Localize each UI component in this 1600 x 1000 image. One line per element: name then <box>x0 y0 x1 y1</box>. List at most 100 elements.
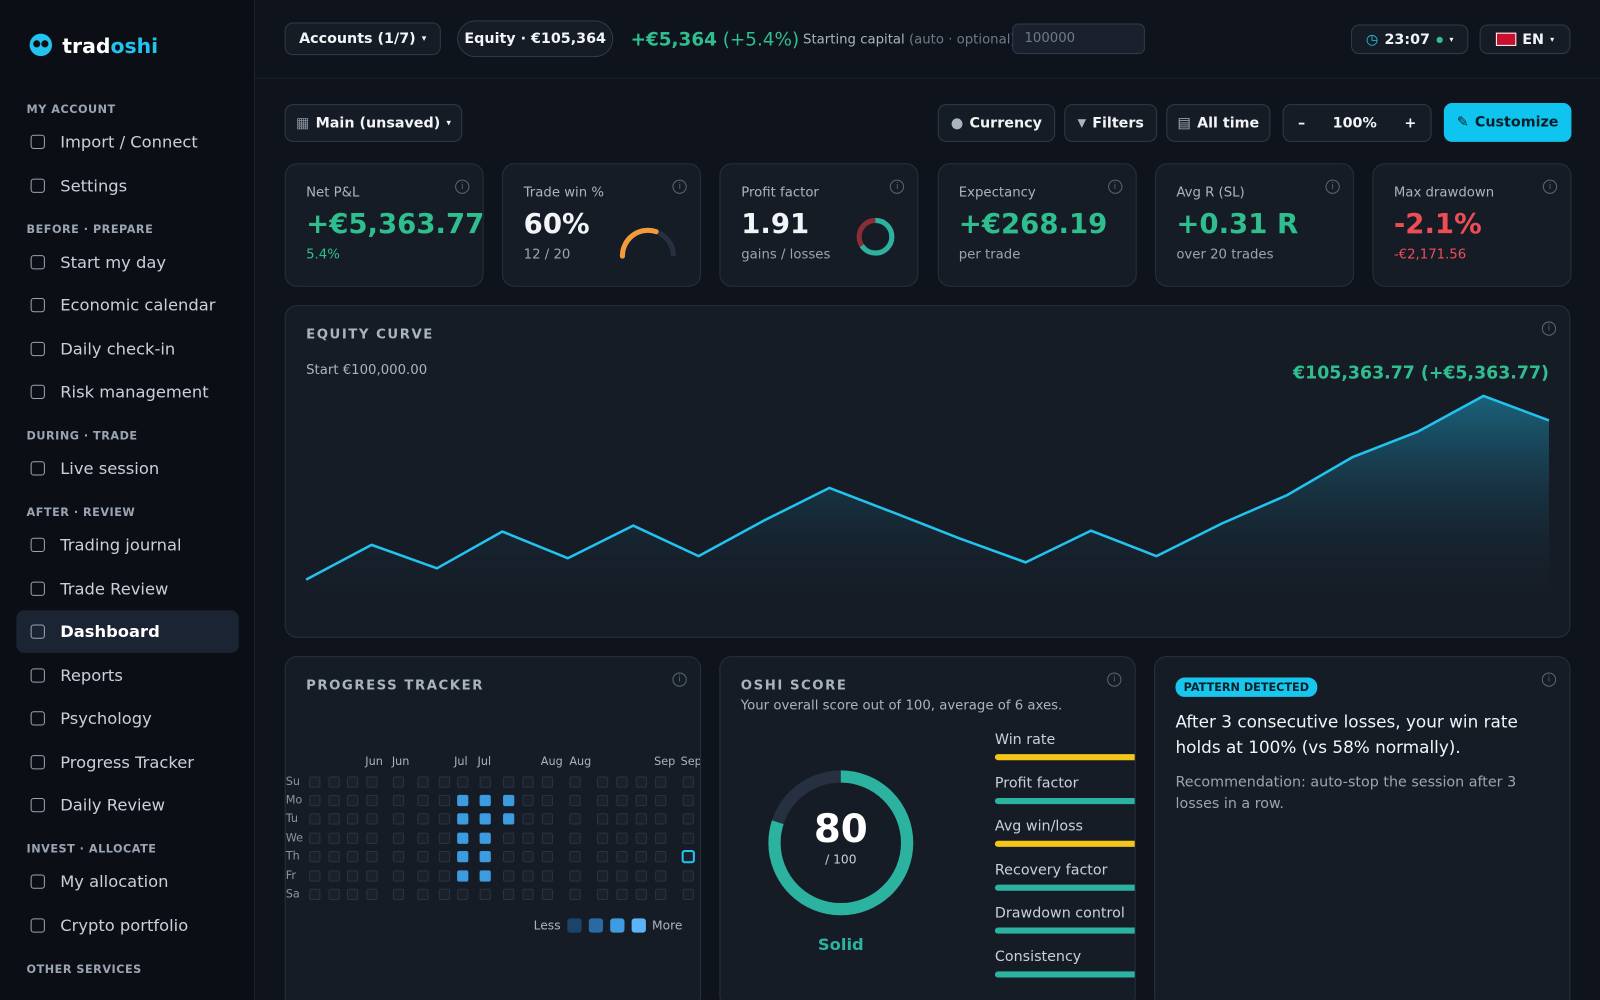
heat-cell <box>417 851 429 863</box>
nav-item[interactable]: Dashboard <box>60 621 160 642</box>
nav-item[interactable]: Import / Connect <box>60 132 198 152</box>
kpi-value: +€5,363.77 <box>306 208 485 241</box>
nav-item[interactable]: Crypto portfolio <box>60 915 189 935</box>
nav-icon <box>30 178 45 193</box>
pnl: +€5,364 <box>630 29 717 51</box>
kpi-sub: over 20 trades <box>1176 247 1274 263</box>
nav-item[interactable]: Live session <box>60 458 160 479</box>
kpi-label: Profit factor <box>741 185 819 201</box>
time: 23:07 <box>1384 31 1430 48</box>
pnl-pct: (+5.4%) <box>722 29 800 51</box>
layout-button[interactable]: ▦ Main (unsaved) ▾ <box>284 104 463 142</box>
nav-item[interactable]: Daily Review <box>60 795 165 815</box>
heat-cell <box>328 851 340 863</box>
customize-button[interactable]: ✎ Customize <box>1443 103 1572 142</box>
heat-cell <box>366 851 378 863</box>
nav-item[interactable]: Reports <box>60 665 123 685</box>
panel-title: EQUITY CURVE <box>306 327 434 343</box>
heat-cell <box>616 794 628 807</box>
heat-cell <box>503 851 515 863</box>
equity-area <box>306 395 1549 613</box>
kpi-card: i Trade win % 60% 12 / 20 <box>502 163 702 287</box>
axis-bar <box>994 840 1135 847</box>
currency: Currency <box>969 114 1042 132</box>
period-button[interactable]: ▤ All time <box>1166 104 1271 142</box>
heat-cell <box>503 794 515 807</box>
heat-cell <box>417 776 429 788</box>
heat-cell <box>635 776 647 788</box>
heat-cell <box>596 794 609 807</box>
heat-cell <box>541 776 554 788</box>
heat-cell <box>479 888 491 900</box>
pattern-badge: PATTERN DETECTED <box>1175 677 1318 697</box>
heat-cell <box>522 813 534 825</box>
lang-button[interactable]: EN ▾ <box>1479 24 1571 55</box>
nav-item[interactable]: Psychology <box>60 708 152 729</box>
nav-item[interactable]: Start my day <box>60 252 167 272</box>
heat-cell <box>541 851 554 863</box>
layout: Main (unsaved) <box>315 114 441 132</box>
oshi-subtitle: Your overall score out of 100, average o… <box>740 698 1063 714</box>
today-cell <box>681 849 695 864</box>
info-icon: i <box>1107 672 1122 687</box>
clock-button[interactable]: ◷ 23:07 ● ▾ <box>1351 24 1469 55</box>
heat-cell <box>438 813 450 825</box>
sidebar: tradoshi MY ACCOUNT Import / Connect Setti… <box>0 0 256 1000</box>
filters-button[interactable]: ▼ Filters <box>1064 104 1158 142</box>
zoom-control: – 100% + <box>1282 104 1432 142</box>
heat-cell <box>655 888 667 900</box>
nav-item[interactable]: Daily check-in <box>60 338 176 359</box>
axis-bar <box>994 797 1135 804</box>
ring-arc <box>768 770 914 916</box>
nav-item[interactable]: Progress Tracker <box>60 752 194 772</box>
heat-cell <box>682 776 694 788</box>
kpi-label: Net P&L <box>306 185 360 201</box>
nav-icon <box>30 384 45 399</box>
legend-cell <box>567 918 582 933</box>
axis-bar <box>994 754 1135 761</box>
heat-cell <box>541 794 554 807</box>
section-title: OTHER SERVICES <box>26 962 142 976</box>
heat-cell <box>346 832 359 844</box>
heat-cell <box>366 776 378 788</box>
heat-cell <box>479 794 491 807</box>
heat-cell <box>569 794 581 807</box>
legend-less: Less <box>533 918 561 933</box>
kpi-value: 60% <box>523 208 590 241</box>
nav-item[interactable]: Trading journal <box>60 535 182 555</box>
nav-item[interactable]: Economic calendar <box>60 295 216 315</box>
heat-cell <box>503 870 515 882</box>
heat-cell <box>457 813 469 825</box>
equity: Equity · €105,364 <box>464 30 606 47</box>
heat-cell <box>569 832 581 844</box>
heat-cell <box>655 832 667 844</box>
heat-cell <box>309 888 321 900</box>
zoom-out[interactable]: – <box>1297 114 1306 132</box>
nav-item[interactable]: Risk management <box>60 382 209 402</box>
heat-cell <box>417 888 429 900</box>
heat-cell <box>596 832 609 844</box>
heat-cell <box>569 870 581 882</box>
heat-cell <box>541 888 554 900</box>
heat-cell <box>346 813 359 825</box>
axis-name: Consistency <box>994 948 1082 965</box>
period: All time <box>1197 114 1260 132</box>
heat-cell <box>569 813 581 825</box>
capital-input[interactable]: 100000 <box>1012 23 1145 55</box>
nav-item[interactable]: Settings <box>60 175 128 195</box>
heat-cell <box>392 851 405 863</box>
kpi-sub: -€2,171.56 <box>1393 247 1467 263</box>
heat-cell <box>457 794 469 807</box>
accounts-button[interactable]: Accounts (1/7) ▾ <box>284 22 441 56</box>
month-label: Jul <box>454 754 468 768</box>
heat-cell <box>479 813 491 825</box>
heat-cell <box>328 776 340 788</box>
heat-cell <box>682 794 694 807</box>
heat-cell <box>635 813 647 825</box>
axis-name: Profit factor <box>994 774 1079 792</box>
zoom-in[interactable]: + <box>1404 114 1417 132</box>
currency-button[interactable]: ● Currency <box>937 104 1056 142</box>
nav-item[interactable]: My allocation <box>60 871 169 892</box>
nav-item[interactable]: Trade Review <box>60 578 169 598</box>
heat-cell <box>682 888 694 900</box>
